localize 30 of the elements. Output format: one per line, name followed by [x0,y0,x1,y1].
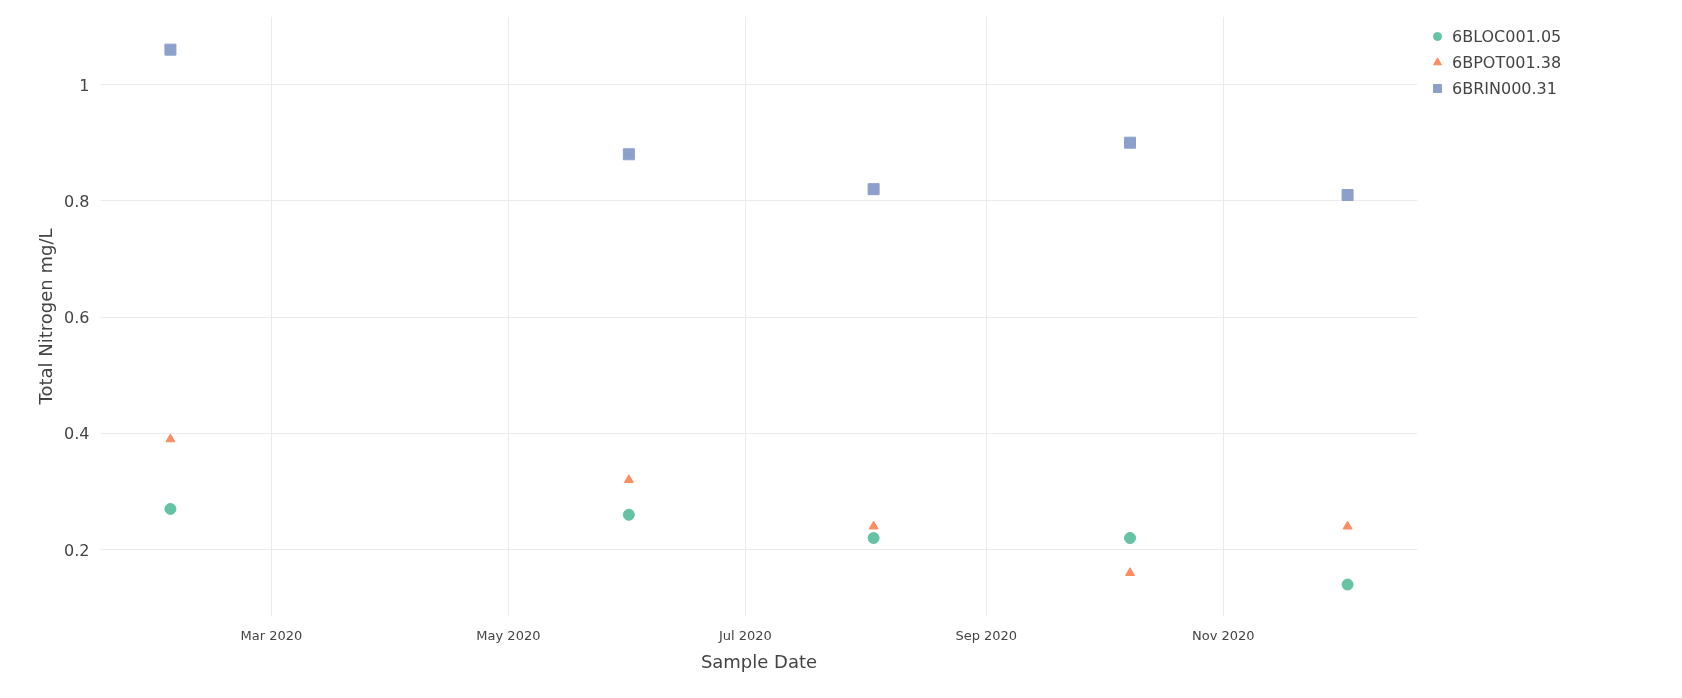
point [867,532,880,544]
legend-label: 6BRIN000.31 [1452,78,1557,98]
x-tick-label: Nov 2020 [1191,627,1255,643]
y-tick-label: 0.2 [64,540,90,560]
x-tick-label: Jul 2020 [717,627,772,643]
point [868,520,879,530]
point [1341,188,1354,201]
x-tick-label: May 2020 [476,627,541,643]
x-axis-title: Sample Date [700,650,818,672]
point [164,502,177,515]
point [867,183,880,196]
point [622,148,635,161]
y-tick-label: 0.4 [64,424,90,444]
point [1342,520,1353,530]
legend-label: 6BPOT001.38 [1452,52,1562,72]
point [622,508,635,521]
point [165,433,176,443]
legend-label: 6BLOC001.05 [1452,26,1562,46]
point [1124,136,1137,149]
y-tick-label: 0.8 [64,191,90,211]
y-tick-label: 0.6 [64,308,90,328]
point [623,474,634,483]
x-tick-label: Mar 2020 [240,627,303,643]
x-tick-label: Sep 2020 [955,627,1018,643]
point [1125,567,1136,576]
y-tick-label: 1 [79,75,90,95]
y-axis-title: Total Nitrogen mg/L [35,228,57,406]
point [1341,578,1354,591]
point [164,43,177,56]
point [1124,532,1137,544]
